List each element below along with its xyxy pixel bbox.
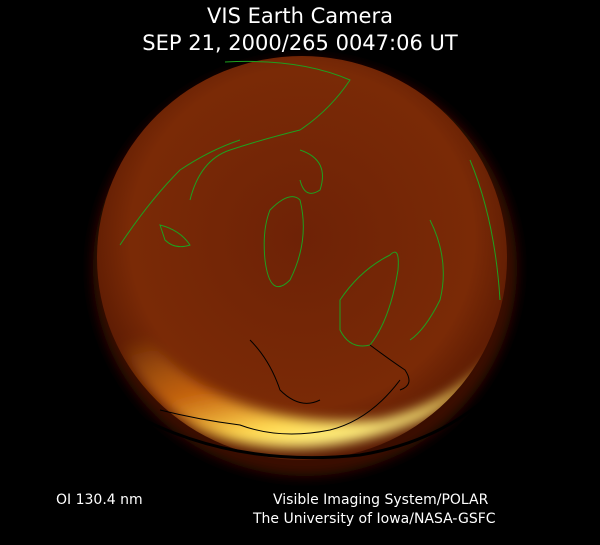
wavelength-label: OI 130.4 nm [56, 492, 143, 508]
credit-line-2: The University of Iowa/NASA-GSFC [253, 511, 496, 527]
auroral-oval [97, 250, 507, 448]
image-title: VIS Earth Camera [207, 4, 393, 28]
credit-line-1: Visible Imaging System/POLAR [273, 492, 489, 508]
coastlines-night [159, 339, 410, 435]
coastlines-day [119, 60, 501, 347]
terminator-shadow [107, 378, 507, 460]
image-timestamp: SEP 21, 2000/265 0047:06 UT [142, 31, 458, 55]
earth-disk [97, 56, 507, 460]
